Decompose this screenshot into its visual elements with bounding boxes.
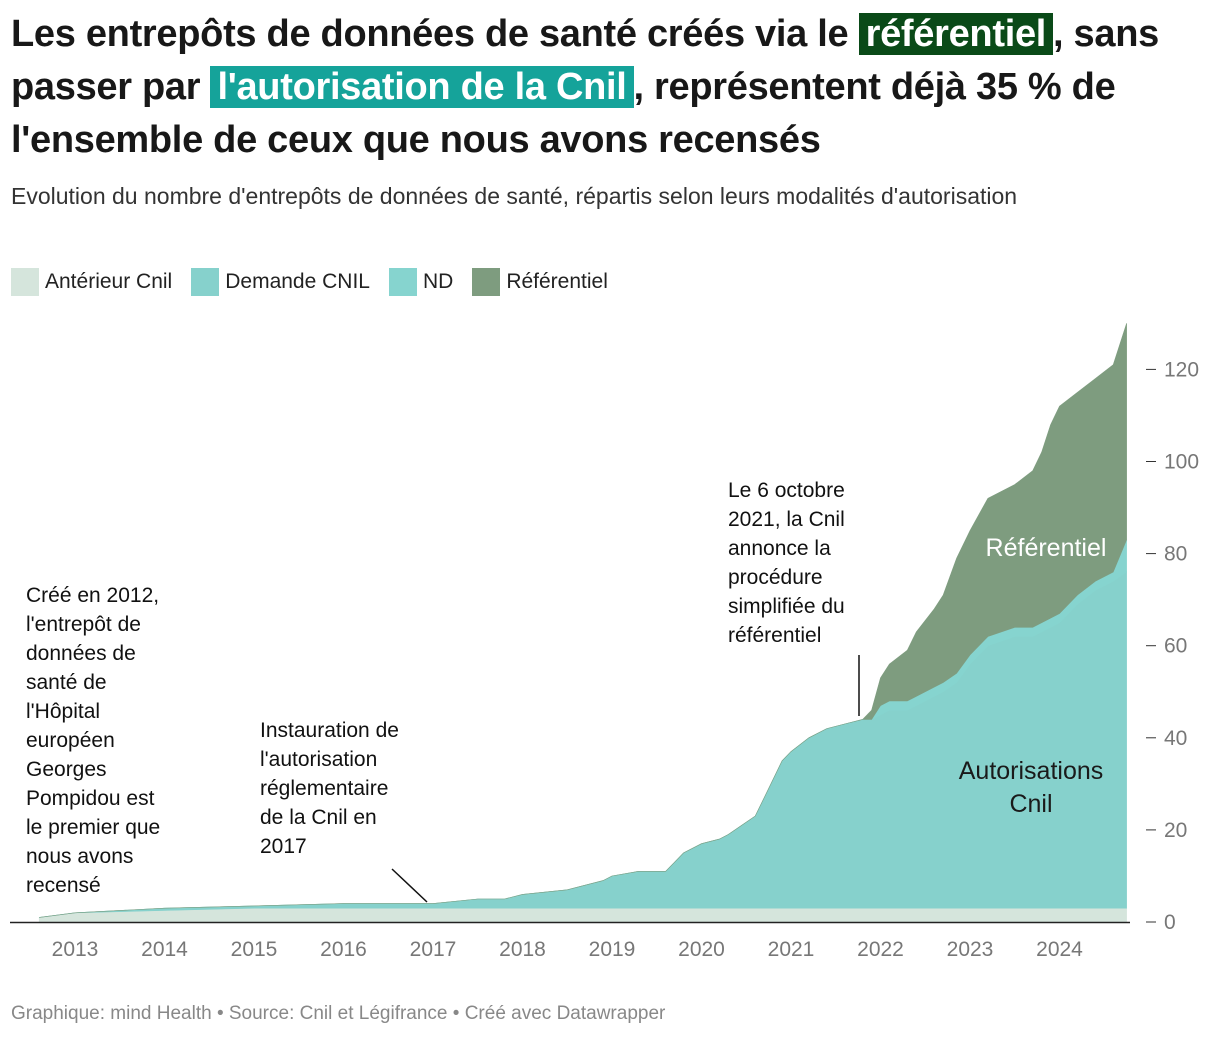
annotation-1-line-2: données de [26, 642, 136, 665]
x-tick-label-2013: 2013 [52, 938, 99, 961]
title-highlight-referentiel: référentiel [858, 13, 1054, 55]
annotation-3-line-2: annonce la [728, 537, 831, 560]
annotation-1-line-1: l'entrepôt de [26, 613, 141, 636]
annotation-1-line-0: Créé en 2012, [26, 584, 159, 607]
annotation-2-connector [391, 868, 428, 903]
annotation-2-line-2: réglementaire [260, 777, 388, 800]
annotation-1-line-10: recensé [26, 874, 101, 897]
legend-swatch-referentiel [472, 268, 501, 296]
legend-swatch-demande [191, 268, 220, 296]
area-label-autorisations-cnil-0: Autorisations [959, 757, 1104, 785]
title-part1: Les entrepôts de données de santé créés … [11, 13, 859, 55]
y-tick-label-0: 0 [1164, 911, 1176, 934]
x-tick-label-2015: 2015 [231, 938, 278, 961]
legend-swatch-nd [388, 268, 417, 296]
y-tick-label-80: 80 [1164, 543, 1187, 566]
legend-item-nd: ND [388, 268, 454, 296]
x-tick-label-2024: 2024 [1036, 938, 1083, 961]
footer-credits: Graphique: mind Health • Source: Cnil et… [11, 1003, 666, 1024]
annotation-2-line-4: 2017 [260, 835, 307, 858]
annotation-2-line-1: l'autorisation [260, 748, 377, 771]
legend-item-anterieur: Antérieur Cnil [11, 268, 172, 296]
x-tick-label-2021: 2021 [768, 938, 815, 961]
legend-label-demande: Demande CNIL [225, 270, 370, 293]
annotation-1-line-7: Pompidou est [26, 787, 155, 810]
annotation-1-line-9: nous avons [26, 845, 133, 868]
annotation-1-line-5: européen [26, 729, 115, 752]
annotation-1-line-6: Georges [26, 758, 107, 781]
y-tick-label-20: 20 [1164, 819, 1187, 842]
area-label-autorisations-cnil-1: Cnil [1009, 790, 1052, 818]
area-chart: 2013 2014 2015 2016 2017 2018 2019 2020 2021 2022… [10, 323, 1199, 961]
annotation-1-line-4: l'Hôpital [26, 700, 100, 723]
annotation-3-line-1: 2021, la Cnil [728, 508, 845, 531]
chart-title: Les entrepôts de données de santé créés … [11, 8, 1211, 167]
legend-label-nd: ND [422, 270, 454, 293]
title-part2: , sans passer par [11, 13, 1159, 108]
y-tick-label-60: 60 [1164, 635, 1187, 658]
x-tick-label-2017: 2017 [410, 938, 457, 961]
annotation-1-line-8: le premier que [26, 816, 160, 839]
annotation-2-line-0: Instauration de [260, 719, 399, 742]
title-part3: , représentent déjà 35 % de l'ensemble d… [11, 66, 1116, 161]
y-tick-label-100: 100 [1164, 451, 1199, 474]
area-label-referentiel: Référentiel [986, 534, 1107, 562]
title-highlight-cnil: l'autorisation de la Cnil [210, 66, 634, 108]
legend-swatch-anterieur [11, 268, 39, 296]
legend: Antérieur Cnil Demande CNIL ND Référenti… [11, 268, 627, 296]
x-tick-label-2020: 2020 [678, 938, 725, 961]
chart-subtitle: Evolution du nombre d'entrepôts de donné… [11, 183, 1018, 209]
annotation-3-line-0: Le 6 octobre [728, 479, 845, 502]
annotation-3-line-3: procédure [728, 566, 823, 589]
annotation-3-line-4: simplifiée du [728, 595, 845, 618]
x-tick-label-2022: 2022 [857, 938, 904, 961]
legend-item-demande: Demande CNIL [191, 268, 370, 296]
legend-label-referentiel: Référentiel [506, 270, 608, 293]
x-tick-label-2016: 2016 [320, 938, 367, 961]
x-tick-label-2014: 2014 [141, 938, 188, 961]
x-tick-label-2018: 2018 [499, 938, 546, 961]
legend-label-anterieur: Antérieur Cnil [45, 270, 173, 293]
legend-item-referentiel: Référentiel [472, 268, 608, 296]
area-referentiel [39, 323, 1127, 918]
annotation-3-line-5: référentiel [728, 624, 821, 647]
y-tick-label-40: 40 [1164, 727, 1187, 750]
annotation-1-line-3: santé de [26, 671, 107, 694]
x-tick-label-2023: 2023 [947, 938, 994, 961]
annotation-2-line-3: de la Cnil en [260, 806, 377, 829]
area-anterieur [38, 907, 1127, 923]
x-tick-label-2019: 2019 [589, 938, 636, 961]
y-tick-label-120: 120 [1164, 358, 1199, 381]
